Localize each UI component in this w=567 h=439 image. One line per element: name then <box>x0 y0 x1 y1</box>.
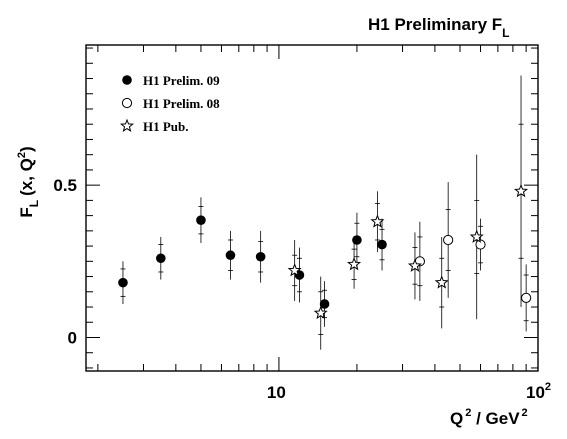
axis-ticks <box>86 45 539 371</box>
data-point-prelim-09 <box>118 277 128 288</box>
x-axis-label-rest: / GeV <box>471 409 520 428</box>
data-point-prelim-08 <box>443 234 454 246</box>
chart-title-sub: L <box>502 26 509 40</box>
y-axis-label-args: (x, Q <box>17 158 36 196</box>
data-point-prelim-09 <box>319 299 330 309</box>
data-point-pub <box>287 263 302 277</box>
data-point-pub <box>407 258 422 272</box>
x-axis-label-q: Q <box>450 409 463 428</box>
data-point-prelim-09 <box>225 250 236 261</box>
legend-marker-prelim-09 <box>122 75 132 85</box>
legend: H1 Prelim. 09 H1 Prelim. 08 H1 Pub. <box>119 73 220 134</box>
chart-title: H1 Preliminary FL <box>368 15 510 40</box>
data-point-prelim-09 <box>156 253 166 264</box>
legend-marker-prelim-08 <box>121 97 133 109</box>
x-axis-label-sup2: 2 <box>522 407 528 419</box>
x-tick-label: 10 <box>267 383 286 402</box>
y-axis-label-close: ) <box>17 146 36 152</box>
x-tick-label: 102 <box>526 381 551 402</box>
x-tick-label-base: 10 <box>267 383 286 402</box>
x-axis-label-sup: 2 <box>465 407 471 419</box>
legend-label-pub: H1 Pub. <box>143 119 189 134</box>
y-tick-label: 0.5 <box>53 176 77 195</box>
data-markers <box>118 183 532 320</box>
data-point-prelim-09 <box>352 235 362 245</box>
data-point-pub <box>514 183 529 198</box>
legend-label-prelim-08: H1 Prelim. 08 <box>143 96 220 111</box>
plot-frame <box>85 44 539 372</box>
x-tick-label-base: 10 <box>526 383 545 402</box>
data-point-pub <box>434 275 449 289</box>
legend-marker-pub <box>119 118 135 132</box>
y-axis-label-main: F <box>17 207 36 217</box>
data-point-prelim-09 <box>196 215 206 225</box>
data-point-prelim-09 <box>255 251 266 262</box>
data-point-prelim-08 <box>521 292 532 303</box>
data-point-pub <box>347 256 362 271</box>
data-point-pub <box>469 229 484 243</box>
data-point-prelim-09 <box>377 239 387 250</box>
y-axis-label: FL (x, Q2) <box>16 146 41 217</box>
y-axis-label-sup: 2 <box>16 152 28 158</box>
legend-label-prelim-09: H1 Prelim. 09 <box>143 73 220 88</box>
data-point-prelim-08 <box>475 239 486 250</box>
x-tick-label-exp: 2 <box>545 381 551 393</box>
y-tick-label: 0 <box>68 328 77 347</box>
data-point-pub <box>370 214 385 228</box>
data-point-pub <box>313 305 328 320</box>
chart-title-main: H1 Preliminary F <box>368 15 502 34</box>
y-axis-label-sub: L <box>27 200 41 207</box>
